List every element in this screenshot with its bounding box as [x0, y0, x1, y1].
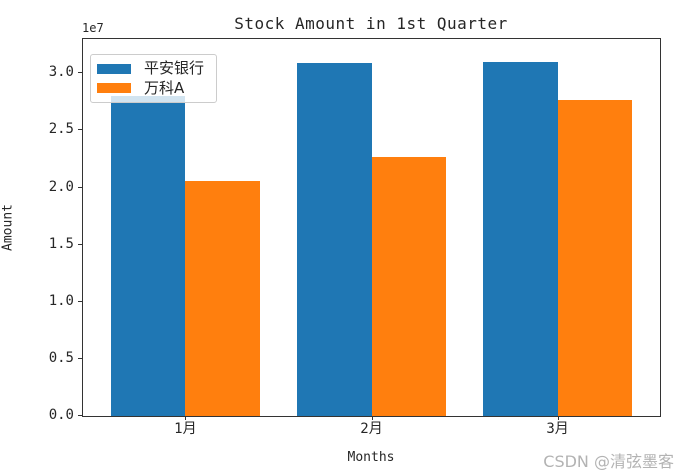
x-axis-label: Months	[347, 450, 395, 465]
y-tick-label: 3.0	[48, 64, 74, 81]
bar-series1-cat0	[185, 180, 260, 416]
legend-item-1: 万科A	[97, 78, 210, 97]
y-tick-label: 0.0	[48, 407, 74, 423]
x-tick-label: 3月	[546, 421, 569, 437]
y-tick-label: 1.0	[48, 292, 74, 309]
bar-series0-cat2	[483, 61, 558, 416]
y-tick-mark	[78, 357, 82, 359]
legend-swatch-icon	[97, 83, 131, 94]
bar-series0-cat0	[110, 96, 186, 416]
y-tick-label: 2.5	[48, 121, 74, 138]
x-tick-mark	[557, 416, 559, 420]
legend-swatch-icon	[97, 63, 131, 74]
y-axis-offset-label: 1e7	[82, 21, 104, 35]
x-tick-mark	[185, 416, 187, 420]
x-tick-label: 2月	[360, 421, 383, 437]
plot-area	[82, 38, 661, 417]
bar-series0-cat1	[297, 63, 372, 416]
x-tick-mark	[371, 416, 373, 420]
y-tick-mark	[78, 72, 82, 74]
y-tick-mark	[78, 186, 82, 188]
y-tick-mark	[78, 129, 82, 131]
watermark: CSDN @清弦墨客	[543, 452, 674, 471]
y-tick-mark	[78, 300, 82, 302]
legend: 平安银行 万科A	[90, 54, 217, 103]
bar-series1-cat1	[371, 156, 446, 416]
chart-title: Stock Amount in 1st Quarter	[234, 14, 508, 33]
y-tick-label: 1.5	[48, 235, 74, 252]
y-tick-label: 2.0	[48, 178, 74, 195]
y-axis-label: Amount	[0, 204, 16, 251]
y-tick-mark	[78, 243, 82, 245]
legend-label: 万科A	[144, 78, 185, 97]
bar-series1-cat2	[557, 99, 633, 416]
legend-item-0: 平安银行	[97, 60, 210, 77]
x-tick-label: 1月	[174, 421, 197, 437]
y-tick-mark	[78, 415, 82, 416]
legend-label: 平安银行	[144, 59, 205, 78]
y-tick-label: 0.5	[48, 349, 74, 366]
